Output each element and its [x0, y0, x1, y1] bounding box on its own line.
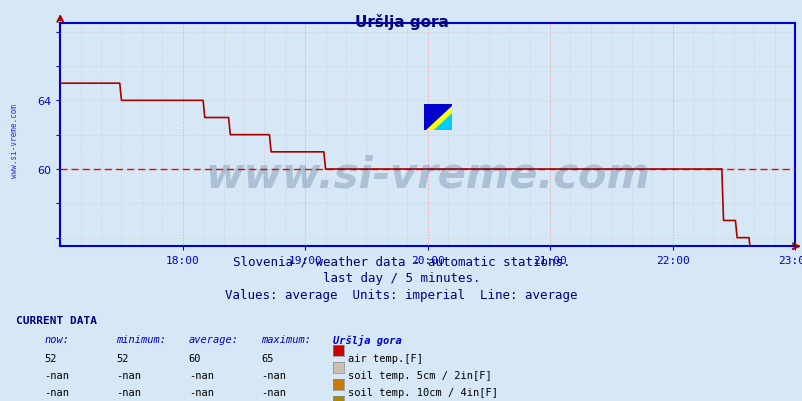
- Text: Slovenia / weather data - automatic stations.: Slovenia / weather data - automatic stat…: [233, 255, 569, 267]
- Text: 52: 52: [116, 353, 129, 363]
- Text: -nan: -nan: [261, 370, 286, 380]
- Text: www.si-vreme.com: www.si-vreme.com: [10, 103, 19, 177]
- Text: -nan: -nan: [188, 387, 213, 397]
- Text: soil temp. 5cm / 2in[F]: soil temp. 5cm / 2in[F]: [347, 370, 491, 380]
- Polygon shape: [423, 105, 452, 131]
- Text: -nan: -nan: [116, 370, 141, 380]
- Text: maximum:: maximum:: [261, 334, 310, 344]
- Text: CURRENT DATA: CURRENT DATA: [16, 315, 97, 325]
- Text: Values: average  Units: imperial  Line: average: Values: average Units: imperial Line: av…: [225, 288, 577, 301]
- Text: last day / 5 minutes.: last day / 5 minutes.: [322, 271, 480, 284]
- Text: soil temp. 10cm / 4in[F]: soil temp. 10cm / 4in[F]: [347, 387, 497, 397]
- Text: air temp.[F]: air temp.[F]: [347, 353, 422, 363]
- Text: -nan: -nan: [188, 370, 213, 380]
- Text: -nan: -nan: [44, 370, 69, 380]
- Text: now:: now:: [44, 334, 69, 344]
- Text: -nan: -nan: [44, 387, 69, 397]
- Text: Uršlja gora: Uršlja gora: [333, 334, 402, 345]
- Text: average:: average:: [188, 334, 238, 344]
- Text: -nan: -nan: [261, 387, 286, 397]
- Text: Uršlja gora: Uršlja gora: [354, 14, 448, 30]
- Polygon shape: [423, 105, 452, 131]
- Text: 60: 60: [188, 353, 201, 363]
- Text: -nan: -nan: [116, 387, 141, 397]
- Text: 52: 52: [44, 353, 57, 363]
- Text: minimum:: minimum:: [116, 334, 166, 344]
- Text: www.si-vreme.com: www.si-vreme.com: [205, 154, 650, 196]
- Text: 65: 65: [261, 353, 273, 363]
- Polygon shape: [433, 114, 452, 131]
